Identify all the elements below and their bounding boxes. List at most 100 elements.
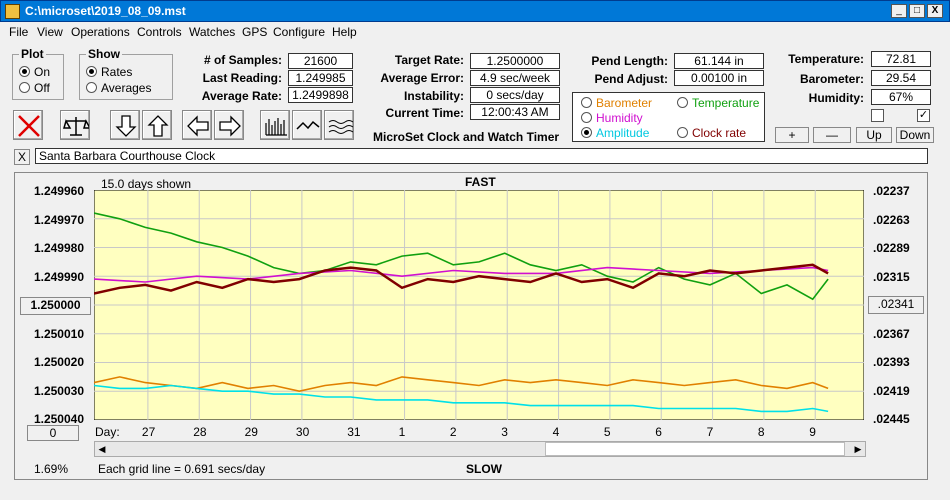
up-button[interactable]: Up (856, 127, 892, 143)
left-center-button[interactable]: 1.250000 (20, 297, 91, 315)
x-tick-label: 1 (398, 425, 406, 439)
arrow-right-button[interactable] (214, 110, 244, 140)
x-tick-label: 7 (706, 425, 714, 439)
checkbox-right[interactable]: ✓ (917, 109, 930, 122)
humidity-field: 67% (871, 89, 931, 105)
radio-dot (581, 97, 592, 108)
series-line-barometer (94, 376, 829, 393)
line-view-button[interactable] (292, 110, 322, 140)
target-rate-field: 1.2500000 (470, 53, 560, 69)
target-rate-label: Target Rate: (394, 53, 464, 67)
arrow-up-button[interactable] (142, 110, 172, 140)
avg-error-label: Average Error: (380, 71, 464, 85)
arrow-down-icon (115, 115, 137, 137)
fast-label: FAST (465, 175, 496, 189)
menu-watches[interactable]: Watches (189, 25, 236, 39)
maximize-button[interactable]: □ (909, 4, 925, 18)
menu-configure[interactable]: Configure (273, 25, 326, 39)
temperature-label: Temperature: (788, 52, 864, 66)
title-bar: C:\microset\2019_08_09.mst _ □ X (0, 0, 950, 22)
plus-button[interactable]: + (775, 127, 809, 143)
y-right-tick: .02393 (873, 355, 910, 369)
show-averages-label: Averages (101, 81, 152, 95)
minimize-button[interactable]: _ (891, 4, 907, 18)
sensor-temperature-radio[interactable]: Temperature (677, 96, 759, 110)
horizontal-scrollbar[interactable]: ◀ ▶ (94, 441, 866, 457)
x-tick-label: 31 (347, 425, 361, 439)
samples-field: 21600 (288, 53, 353, 69)
sensor-clockrate-radio[interactable]: Clock rate (677, 126, 746, 140)
clock-name-field[interactable]: Santa Barbara Courthouse Clock (35, 148, 928, 164)
menu-help[interactable]: Help (332, 25, 357, 39)
menu-file[interactable]: File (9, 25, 29, 39)
radio-dot (677, 127, 688, 138)
close-button[interactable]: X (927, 4, 943, 18)
y-left-tick: 1.250020 (33, 355, 84, 369)
days-shown-label: 15.0 days shown (101, 177, 192, 191)
wave-view-button[interactable] (324, 110, 354, 140)
scroll-left-icon[interactable]: ◀ (98, 444, 106, 454)
day-label: Day: (95, 425, 120, 439)
y-right-tick: .02445 (873, 412, 910, 426)
show-group: Show Rates Averages (79, 47, 173, 100)
bars-view-button[interactable] (260, 110, 290, 140)
current-time-field: 12:00:43 AM (470, 104, 560, 120)
sensor-barometer-radio[interactable]: Barometer (581, 96, 652, 110)
sensor-temperature-label: Temperature (692, 96, 760, 110)
line-graph-icon (296, 120, 320, 130)
menu-bar: File View Operations Controls Watches GP… (0, 22, 950, 42)
wave-icon (328, 120, 353, 134)
sensor-humidity-radio[interactable]: Humidity (581, 111, 643, 125)
down-button[interactable]: Down (896, 127, 934, 143)
humidity-label: Humidity: (808, 91, 864, 105)
show-averages-radio[interactable]: Averages (86, 81, 151, 95)
series-line-temperature (94, 212, 829, 301)
temperature-field: 72.81 (871, 51, 931, 67)
show-group-title: Show (86, 47, 122, 61)
chart-plot-area (94, 190, 864, 420)
scroll-thumb[interactable] (545, 442, 845, 456)
menu-view[interactable]: View (37, 25, 63, 39)
x-tick-label: 29 (244, 425, 258, 439)
minus-button[interactable]: — (813, 127, 851, 143)
y-right-tick: .02263 (873, 213, 910, 227)
scroll-right-icon[interactable]: ▶ (854, 444, 862, 454)
balance-scale-icon (63, 117, 89, 136)
avg-rate-field: 1.2499898 (288, 87, 353, 103)
instability-field: 0 secs/day (470, 87, 560, 103)
plot-off-radio[interactable]: Off (19, 81, 50, 95)
radio-dot (19, 82, 30, 93)
series-line-amplitude (94, 384, 829, 413)
radio-dot (677, 97, 688, 108)
series-group (94, 212, 829, 413)
close-clock-button[interactable]: X (14, 149, 30, 165)
app-icon (5, 4, 20, 19)
chart-panel (14, 172, 928, 480)
right-center-button[interactable]: .02341 (868, 296, 924, 314)
arrow-down-button[interactable] (110, 110, 140, 140)
checkbox-left[interactable] (871, 109, 884, 122)
menu-controls[interactable]: Controls (137, 25, 182, 39)
arrow-left-icon (187, 115, 209, 137)
bar-graph-icon (265, 118, 287, 136)
show-rates-radio[interactable]: Rates (86, 65, 132, 79)
y-left-tick: 1.250010 (33, 327, 84, 341)
bottom-left-button[interactable]: 0 (27, 425, 79, 441)
y-left-tick: 1.249990 (33, 270, 84, 284)
menu-gps[interactable]: GPS (242, 25, 268, 39)
arrow-left-button[interactable] (182, 110, 212, 140)
sensor-amplitude-radio[interactable]: Amplitude (581, 126, 649, 140)
y-left-tick: 1.249980 (33, 241, 84, 255)
pend-adjust-label: Pend Adjust: (594, 72, 668, 86)
plot-on-radio[interactable]: On (19, 65, 50, 79)
sensor-barometer-label: Barometer (596, 96, 653, 110)
scale-button[interactable] (60, 110, 90, 140)
plot-group-title: Plot (19, 47, 46, 61)
clear-button[interactable] (13, 110, 43, 140)
sensor-humidity-label: Humidity (596, 111, 643, 125)
menu-operations[interactable]: Operations (71, 25, 130, 39)
plot-on-label: On (34, 65, 51, 79)
y-right-tick: .02419 (873, 384, 910, 398)
x-tick-label: 2 (449, 425, 457, 439)
x-tick-label: 3 (501, 425, 508, 439)
